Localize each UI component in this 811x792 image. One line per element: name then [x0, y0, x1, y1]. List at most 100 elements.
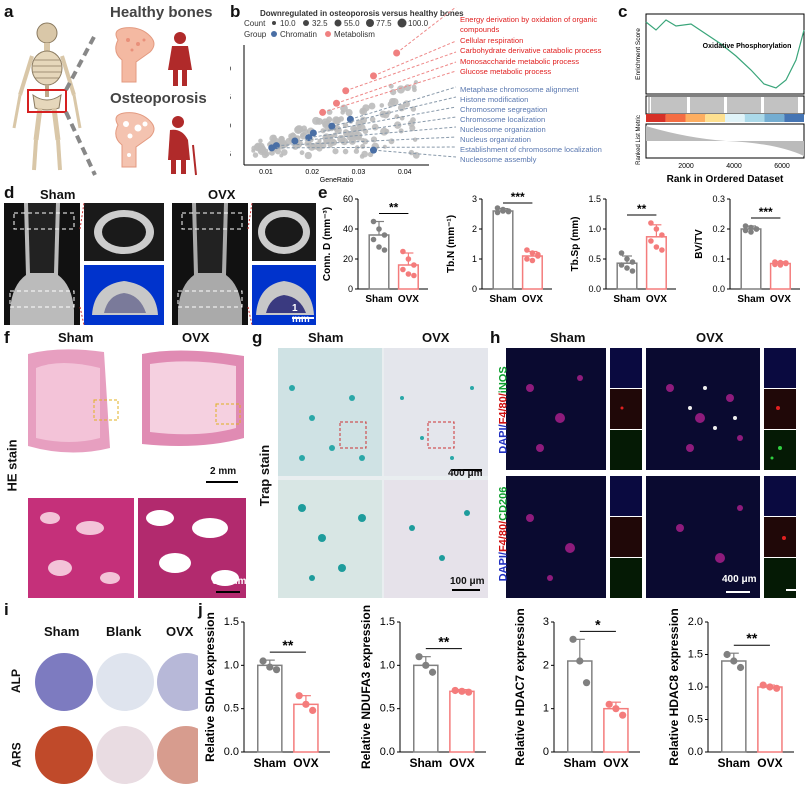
h-stain-bottom: DAPI/F4/80/CD206: [497, 487, 509, 582]
c-ylabel-top: Enrichment Score: [635, 28, 642, 80]
bar-ylabel: Relative HDAC7 expression: [513, 608, 527, 765]
c-xtick: 6000: [774, 163, 790, 170]
bar-ylabel: Relative NDUFA3 expression: [359, 605, 373, 769]
bar-ytick: 2: [472, 224, 477, 234]
bar-point: [723, 650, 731, 659]
h-sham-label: Sham: [550, 330, 586, 345]
panel-i: Sham Blank OVX ALP ARS: [0, 602, 215, 787]
sig-stars: **: [282, 637, 293, 653]
bar-ytick: 1.0: [588, 224, 601, 234]
sig-stars: *: [595, 616, 601, 632]
bar-category: OVX: [646, 294, 667, 305]
bar-ytick: 1.5: [224, 616, 239, 628]
g-ovx-label: OVX: [422, 330, 450, 345]
alp-blank-well: [96, 653, 154, 711]
sig-stars: **: [746, 630, 757, 646]
h-cd206-label: CD206: [497, 486, 510, 521]
b-count-dot: [366, 19, 374, 27]
panel-letter-i: i: [4, 600, 9, 619]
bar-category: OVX: [603, 756, 628, 770]
b-count-value: 100.0: [408, 19, 429, 28]
bar-point: [266, 663, 274, 671]
bar-category: OVX: [293, 756, 318, 770]
b-red-connector: [345, 51, 457, 92]
bar-ytick: 1.0: [380, 659, 395, 671]
b-blue-connector: [294, 126, 457, 142]
bar-point: [428, 668, 437, 676]
b-bg-dot: [327, 142, 333, 148]
bar-category: Sham: [253, 756, 286, 770]
bar-point: [370, 218, 377, 225]
panel-d: Sham OVX 1 mm: [0, 185, 318, 326]
panel-h: Sham OVX DAPI/F4/80/iNOS DAPI/F4/80/CD20…: [490, 328, 811, 600]
b-bg-dot: [382, 111, 390, 119]
b-count-value: 32.5: [312, 19, 328, 28]
c-gradient-block: [665, 114, 686, 122]
bar-ytick: 60: [343, 194, 353, 204]
bar-point: [500, 208, 506, 214]
c-gradient-block: [744, 114, 765, 122]
h-f480-label-2: F4/80/: [497, 520, 510, 553]
ars-blank-well: [96, 726, 154, 784]
b-bg-dot: [252, 152, 259, 158]
bar: [257, 664, 283, 753]
microct-bar-charts: 0 20 40 60 Conn. D (mm⁻³) Sham OVX ** 0 1 2 3 Tb.N (…: [322, 190, 800, 305]
bar-point: [529, 250, 536, 256]
bar-point: [524, 256, 530, 262]
b-count-dot: [397, 18, 407, 28]
b-blue-term: Establishment of chromosome localization: [460, 145, 602, 154]
b-bg-dot: [300, 132, 305, 138]
microct-images: [4, 202, 316, 326]
bar-point: [376, 226, 382, 232]
b-bg-dot: [412, 151, 420, 159]
b-red-dot: [319, 108, 327, 116]
bar-point: [370, 236, 377, 243]
bar-point: [505, 208, 512, 215]
bar-point: [582, 679, 591, 687]
b-bg-dot: [254, 145, 261, 152]
b-bg-dot: [323, 135, 331, 143]
i-col-sham: Sham: [44, 624, 80, 639]
b-xtick: 0.01: [259, 169, 273, 176]
d-scale-label: 1 mm: [292, 303, 310, 325]
bar-point: [535, 251, 541, 258]
bar-ytick: 3: [472, 194, 477, 204]
b-bg-dot: [397, 104, 406, 112]
immunofluorescence-images: [506, 348, 796, 598]
sig-stars: **: [389, 201, 399, 215]
b-bg-dot: [342, 148, 349, 155]
b-bg-dot: [408, 149, 415, 156]
b-red-connector: [396, 6, 457, 54]
b-title: Downregulated in osteoporosis versus hea…: [260, 9, 464, 18]
bar-point: [411, 272, 417, 279]
b-blue-dot: [268, 144, 276, 152]
b-red-term: Energy derivation by oxidation of organi…: [460, 15, 597, 24]
b-bg-dot: [304, 140, 312, 147]
bar-point: [422, 661, 430, 669]
b-red-term: Cellular respiration: [460, 36, 523, 45]
bar-point: [624, 265, 630, 271]
bar-point: [648, 238, 654, 244]
b-blue-dot: [328, 122, 336, 130]
bar-point: [405, 256, 412, 262]
panel-g: Sham OVX Trap stain 400 μm 100 μm: [252, 328, 488, 600]
bar-point: [618, 250, 625, 256]
alp-ovx-well: [157, 653, 215, 711]
b-count-dot: [303, 20, 309, 26]
panel-letter-d: d: [4, 183, 15, 202]
bar-point: [381, 247, 388, 253]
b-count-value: 10.0: [280, 19, 296, 28]
skeleton-illustration: [12, 22, 197, 176]
b-count-dot: [334, 19, 342, 27]
d-ovx-label: OVX: [208, 187, 236, 202]
panel-letter-c: c: [618, 2, 628, 21]
d-sham-label: Sham: [40, 187, 76, 202]
bar-ylabel: Tb.Sp (mm): [570, 217, 581, 272]
bar-point: [302, 700, 310, 708]
b-bg-dot: [348, 137, 356, 145]
sig-stars: ***: [759, 205, 773, 219]
b-ytick: 2.5: [230, 152, 231, 159]
bar: [740, 228, 762, 290]
b-red-dot: [393, 49, 401, 57]
b-bg-dot: [269, 134, 277, 143]
